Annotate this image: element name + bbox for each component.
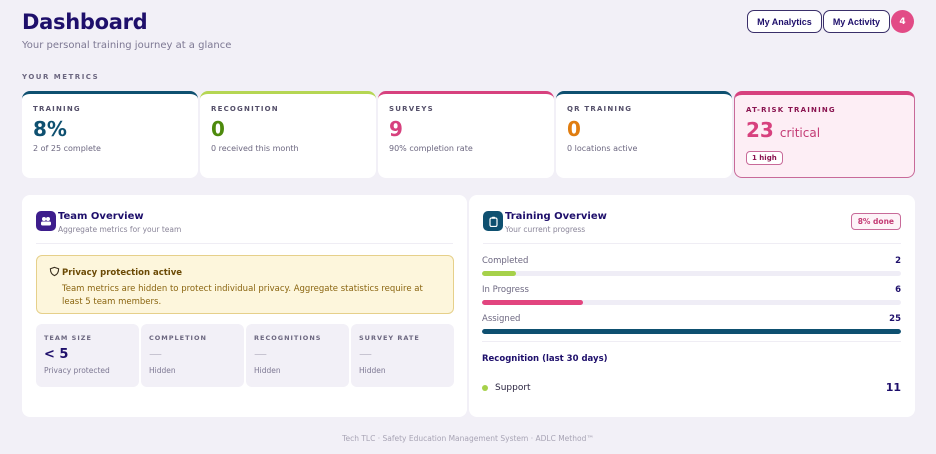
team-overview-panel: Team Overview Aggregate metrics for your… [22, 195, 467, 417]
metric-label: QR TRAINING [567, 105, 633, 113]
my-activity-button[interactable]: My Activity [822, 10, 890, 33]
header-actions: My Analytics My Activity 4 [746, 10, 914, 33]
progress-fill [482, 300, 583, 305]
stat-value: < 5 [44, 347, 69, 362]
stat-value: — [149, 347, 162, 362]
metric-card-recognition[interactable]: RECOGNITION 0 0 received this month [200, 91, 376, 178]
panel-subtitle: Your current progress [505, 225, 586, 234]
panel-subtitle: Aggregate metrics for your team [58, 225, 182, 234]
progress-row-in-progress: In Progress 6 [482, 285, 901, 305]
stat-label: COMPLETION [149, 334, 207, 342]
panel-title: Team Overview [58, 211, 144, 222]
stat-value: — [359, 347, 372, 362]
progress-bar [482, 329, 901, 334]
metric-sub: 2 of 25 complete [33, 144, 101, 153]
metric-sub: 90% completion rate [389, 144, 473, 153]
progress-value: 25 [889, 314, 901, 324]
stat-sub: Hidden [254, 366, 281, 375]
high-risk-pill: 1 high [746, 151, 783, 165]
notification-badge[interactable]: 4 [891, 10, 914, 33]
privacy-description: Team metrics are hidden to protect indiv… [62, 284, 423, 307]
team-stats: TEAM SIZE < 5 Privacy protected COMPLETI… [36, 324, 454, 387]
training-overview-header: Training Overview Your current progress [483, 211, 607, 234]
stat-label: RECOGNITIONS [254, 334, 322, 342]
metric-value: 0 [211, 117, 225, 141]
stat-sub: Hidden [149, 366, 176, 375]
at-risk-suffix: critical [779, 126, 821, 140]
metrics-section-label: YOUR METRICS [22, 73, 100, 81]
at-risk-count: 23 [746, 118, 774, 142]
shield-icon [49, 266, 60, 280]
users-icon [36, 211, 56, 231]
progress-row-assigned: Assigned 25 [482, 314, 901, 334]
metric-card-training[interactable]: TRAINING 8% 2 of 25 complete [22, 91, 198, 178]
metric-label: SURVEYS [389, 105, 434, 113]
progress-bar [482, 271, 901, 276]
team-overview-header: Team Overview Aggregate metrics for your… [36, 211, 181, 234]
team-stat-completion: COMPLETION — Hidden [141, 324, 244, 387]
recognition-label: Support [495, 382, 531, 393]
panel-title: Training Overview [505, 211, 607, 222]
stat-label: SURVEY RATE [359, 334, 420, 342]
training-overview-panel: Training Overview Your current progress … [469, 195, 915, 417]
progress-label: Assigned [482, 314, 521, 324]
page-title: Dashboard [22, 10, 148, 34]
progress-fill [482, 329, 901, 334]
stat-value: — [254, 347, 267, 362]
progress-label: Completed [482, 256, 529, 266]
progress-bar [482, 300, 901, 305]
team-stat-team-size: TEAM SIZE < 5 Privacy protected [36, 324, 139, 387]
clipboard-icon [483, 211, 503, 231]
footer: Tech TLC · Safety Education Management S… [342, 434, 594, 443]
stat-sub: Hidden [359, 366, 386, 375]
divider [482, 341, 901, 342]
recognition-count: 11 [885, 381, 901, 394]
stat-sub: Privacy protected [44, 366, 110, 375]
progress-row-completed: Completed 2 [482, 256, 901, 276]
recognition-title: Recognition (last 30 days) [482, 354, 608, 364]
metric-card-qr-training[interactable]: QR TRAINING 0 0 locations active [556, 91, 732, 178]
recognition-item: Support 11 [482, 381, 901, 394]
metric-value: 9 [389, 117, 403, 141]
progress-fill [482, 271, 516, 276]
divider [36, 243, 453, 244]
metrics-row: TRAINING 8% 2 of 25 complete RECOGNITION… [22, 91, 915, 179]
metric-card-at-risk[interactable]: AT-RISK TRAINING 23 critical 1 high [734, 91, 915, 178]
metric-value: 8% [33, 117, 67, 141]
divider [483, 243, 901, 244]
team-stat-recognitions: RECOGNITIONS — Hidden [246, 324, 349, 387]
metric-label: TRAINING [33, 105, 81, 113]
metric-value: 23 critical [746, 118, 903, 145]
privacy-title: Privacy protection active [62, 268, 183, 278]
progress-label: In Progress [482, 285, 529, 295]
status-dot-icon [482, 384, 488, 391]
my-analytics-button[interactable]: My Analytics [747, 10, 822, 33]
metric-sub: 0 received this month [211, 144, 299, 153]
metric-value: 0 [567, 117, 581, 141]
team-stat-survey-rate: SURVEY RATE — Hidden [351, 324, 454, 387]
progress-value: 2 [895, 256, 901, 266]
page-subtitle: Your personal training journey at a glan… [22, 40, 232, 51]
privacy-notice: Privacy protection active Team metrics a… [36, 255, 454, 314]
progress-value: 6 [895, 285, 901, 295]
metric-label: RECOGNITION [211, 105, 279, 113]
metric-sub: 0 locations active [567, 144, 638, 153]
metric-label: AT-RISK TRAINING [746, 106, 836, 114]
stat-label: TEAM SIZE [44, 334, 92, 342]
progress-badge: 8% done [850, 213, 901, 230]
metric-card-surveys[interactable]: SURVEYS 9 90% completion rate [378, 91, 554, 178]
